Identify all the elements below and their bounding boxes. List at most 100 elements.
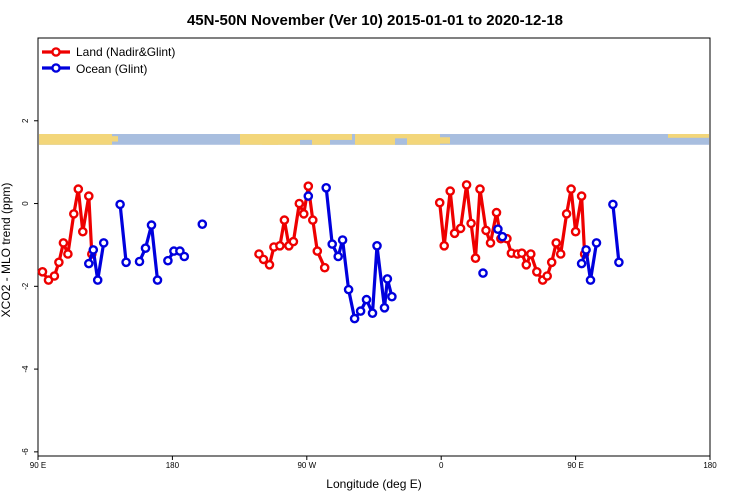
data-point-1-9-0 [576,258,587,269]
x-axis-label: Longitude (deg E) [326,477,421,491]
data-point-1-6-1 [327,239,338,249]
data-point-1-2-0 [134,256,145,267]
data-point-1-10-0 [608,199,618,210]
series-line-1-10 [611,204,621,263]
data-point-0-2-9 [481,225,491,236]
data-point-0-0-4 [58,238,69,248]
x-tick-label-2: 90 W [297,461,316,470]
data-point-1-3-3 [179,251,190,262]
data-point-1-9-1 [581,245,591,255]
data-point-0-2-11 [491,207,502,218]
data-point-1-6-8 [367,308,378,319]
data-point-1-6-5 [349,313,360,324]
data-point-1-0-3 [98,238,109,248]
map-strip [39,134,709,145]
x-tick-label-5: 180 [703,461,717,470]
map-land-4 [330,134,352,140]
data-point-0-0-2 [49,271,60,281]
data-point-0-0-0 [37,266,48,277]
data-point-1-6-2 [333,251,344,262]
data-point-1-6-7 [361,294,372,305]
data-point-1-6-3 [337,235,348,245]
y-tick-label-0: -6 [21,448,30,456]
x-tick-label-1: 180 [166,461,180,470]
data-point-1-6-6 [355,306,366,316]
data-point-0-2-22 [546,257,557,268]
data-point-1-6-12 [387,291,397,302]
data-point-1-6-0 [321,182,332,193]
data-point-0-2-3 [449,228,460,239]
data-point-0-1-10 [303,181,314,191]
data-point-0-1-7 [288,236,299,247]
legend: Land (Nadir&Glint) Ocean (Glint) [42,45,175,76]
x-tick-label-4: 90 E [567,461,583,470]
y-axis: -6 -4 -2 0 2 [21,118,38,455]
map-inlet-1 [300,139,312,145]
data-point-0-2-21 [542,271,553,281]
data-point-1-2-1 [140,243,151,253]
data-point-1-6-11 [382,274,393,284]
data-point-1-7-0 [478,268,488,278]
data-point-0-1-11 [307,215,318,225]
y-tick-label-1: -4 [21,365,30,373]
series-ocean [84,182,624,324]
data-point-0-1-2 [264,259,275,270]
series-line-0-1 [257,184,327,269]
data-point-1-0-0 [84,258,94,269]
data-point-0-2-0 [434,197,445,208]
data-point-0-2-24 [555,249,566,259]
data-point-0-2-28 [576,191,587,201]
data-point-0-1-5 [279,215,290,225]
map-inlet-3 [560,134,572,140]
data-point-0-2-16 [517,248,527,258]
series-layer [37,180,624,324]
data-point-0-1-9 [298,209,309,219]
data-point-1-6-10 [379,302,390,313]
data-point-0-2-5 [461,180,472,190]
y-tick-label-4: 2 [21,118,30,123]
series-line-1-9 [580,242,599,282]
x-tick-label-0: 90 E [30,461,46,470]
data-point-1-6-4 [343,284,354,295]
chart-title: 45N-50N November (Ver 10) 2015-01-01 to … [187,12,563,29]
data-point-1-6-9 [372,240,382,251]
data-point-1-5-0 [303,191,314,201]
map-land-0 [39,134,112,145]
series-land [37,180,590,285]
data-point-0-2-7 [470,253,481,264]
data-point-1-0-1 [88,245,99,255]
series-line-1-0 [87,242,106,282]
data-point-1-8-1 [497,231,508,242]
series-line-1-2 [138,223,160,281]
data-point-0-2-10 [485,238,496,248]
data-point-0-1-12 [312,246,323,256]
data-point-1-10-1 [614,257,624,268]
y-axis-label: XCO2 - MLO trend (ppm) [0,183,13,318]
map-land-7 [668,134,709,138]
data-point-1-1-1 [121,257,131,268]
data-point-1-9-2 [585,275,596,285]
legend-ocean-label: Ocean (Glint) [76,62,147,76]
map-land-6 [440,137,450,144]
x-tick-label-3: 0 [439,461,444,470]
data-point-1-4-0 [197,219,208,229]
map-land-3 [262,140,278,145]
data-point-0-2-19 [532,266,542,277]
data-point-0-1-13 [319,262,330,273]
data-point-0-2-27 [570,226,581,237]
data-point-0-2-18 [526,249,536,259]
legend-land-label: Land (Nadir&Glint) [76,45,175,59]
data-point-0-0-9 [84,191,94,201]
data-point-0-2-6 [466,218,476,229]
data-point-0-2-23 [551,238,562,248]
data-point-1-2-3 [152,275,163,285]
data-point-1-2-2 [146,220,157,230]
data-point-1-3-0 [163,255,173,266]
plot-frame [37,37,711,457]
map-inlet-0 [210,134,222,139]
map-inlet-2 [395,138,407,145]
y-tick-label-2: -2 [21,282,30,290]
data-point-0-0-8 [78,226,88,237]
data-point-1-9-3 [591,238,602,248]
